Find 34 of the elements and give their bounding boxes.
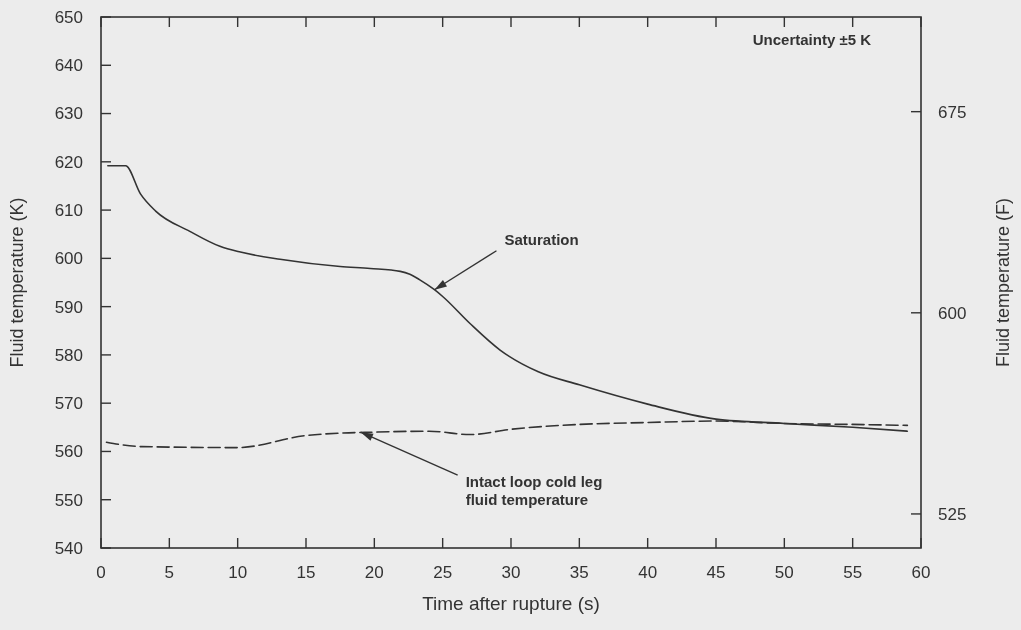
x-tick-label: 25	[433, 563, 453, 582]
x-tick-label: 10	[228, 563, 248, 582]
x-tick-label: 45	[706, 563, 726, 582]
y-tick-label: 620	[54, 152, 83, 172]
y-tick-label: 650	[54, 7, 83, 27]
y-tick-label: 570	[54, 394, 83, 414]
y-tick-label: 580	[54, 345, 83, 365]
y2-tick-label: 525	[938, 504, 967, 524]
y2-tick-label: 600	[938, 303, 967, 323]
x-tick-label: 30	[501, 563, 521, 582]
x-tick-label: 60	[911, 563, 931, 582]
y-tick-label: 540	[54, 538, 83, 558]
y-tick-label: 550	[54, 490, 83, 510]
x-tick-label: 55	[843, 563, 863, 582]
y-tick-label: 610	[54, 201, 83, 221]
y-tick-label: 600	[54, 249, 83, 269]
x-tick-label: 15	[296, 563, 316, 582]
x-tick-label: 0	[96, 563, 106, 582]
annotation: Intact loop cold leg fluid temperature	[465, 473, 603, 509]
annotation: Saturation	[504, 230, 579, 248]
x-tick-label: 5	[164, 563, 175, 582]
x-tick-label: 35	[569, 563, 589, 582]
y-tick-label: 640	[54, 56, 83, 76]
x-tick-label: 20	[364, 563, 384, 582]
y2-axis-title: Fluid temperature (F)	[993, 197, 1013, 368]
x-axis-title: Time after rupture (s)	[422, 593, 600, 614]
y2-tick-label: 675	[938, 102, 967, 122]
x-tick-label: 40	[638, 563, 658, 582]
y-tick-label: 560	[54, 442, 83, 462]
x-tick-label: 50	[774, 563, 794, 582]
y-tick-label: 590	[54, 297, 83, 317]
y-tick-label: 630	[54, 104, 83, 124]
y-axis-title: Fluid temperature (K)	[7, 197, 27, 368]
annotation: Uncertainty ±5 K	[752, 31, 872, 48]
